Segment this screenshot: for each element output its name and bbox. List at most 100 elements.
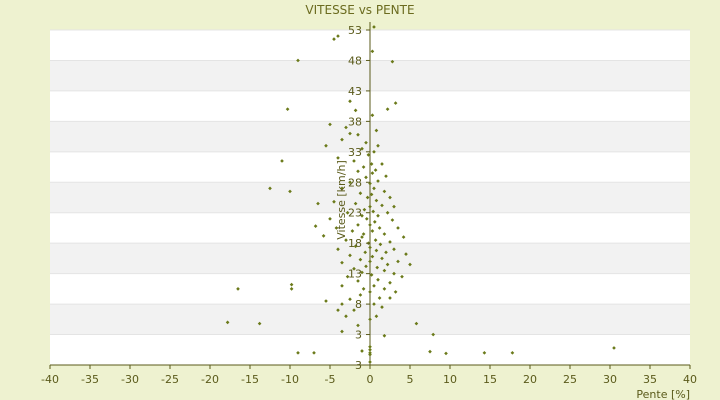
data-point [368, 352, 372, 357]
data-point [368, 223, 372, 227]
data-point [356, 132, 360, 137]
data-point [358, 293, 363, 297]
data-point [375, 265, 380, 270]
y-tick-label: 3 [355, 329, 362, 342]
data-point [324, 299, 328, 303]
data-point [374, 248, 379, 253]
data-point [385, 107, 390, 112]
data-point [280, 159, 284, 163]
data-point [345, 210, 350, 215]
data-point [374, 128, 379, 133]
data-point [368, 317, 372, 322]
data-point [382, 333, 387, 338]
data-point [368, 204, 372, 209]
data-point [348, 180, 352, 185]
data-point [365, 195, 370, 200]
x-tick-label: 5 [407, 373, 414, 386]
x-tick-label: 30 [603, 373, 617, 386]
data-point [312, 350, 316, 355]
data-point [363, 250, 368, 255]
data-point [374, 198, 379, 203]
data-point [289, 287, 294, 291]
data-point [400, 274, 404, 279]
data-point [356, 323, 360, 328]
data-point [368, 344, 372, 349]
x-tick-label: -35 [81, 373, 99, 386]
data-point [353, 244, 358, 249]
data-point [392, 204, 396, 209]
data-point [336, 247, 340, 252]
data-point [369, 273, 374, 277]
x-tick-label: -10 [281, 373, 299, 386]
data-point [268, 186, 272, 191]
data-point [380, 162, 384, 166]
data-point [352, 308, 356, 313]
data-point [396, 226, 400, 230]
data-point [431, 332, 436, 337]
data-point [385, 262, 390, 267]
data-point [360, 146, 364, 151]
data-point [392, 247, 396, 252]
data-point [353, 201, 358, 206]
data-point [364, 264, 368, 269]
data-point [324, 143, 328, 148]
x-tick-label: -30 [121, 373, 139, 386]
y-tick-label: 13 [348, 268, 362, 281]
data-point [370, 229, 375, 233]
data-point [348, 131, 352, 136]
x-tick-label: 40 [683, 373, 697, 386]
data-point [388, 195, 392, 200]
y-tick-label: 53 [348, 24, 362, 37]
data-point [358, 257, 363, 262]
data-point [372, 186, 376, 191]
x-tick-label: -5 [325, 373, 336, 386]
data-point [364, 140, 368, 145]
data-point [356, 169, 360, 174]
data-point [444, 351, 448, 356]
x-tick-label: -20 [201, 373, 219, 386]
data-point [382, 268, 387, 273]
x-tick-label: -40 [41, 373, 59, 386]
data-point [372, 283, 376, 288]
data-point [361, 165, 366, 169]
y-tick-label: 23 [348, 207, 362, 220]
data-point [361, 232, 366, 236]
data-point [348, 253, 352, 258]
data-point [340, 137, 344, 142]
data-point [360, 213, 364, 218]
data-point [370, 113, 375, 118]
x-tick-label: 0 [367, 373, 374, 386]
x-tick-labels: -40 -35 -30 -25 -20 -15 -10 -5 0 5 10 15 20 25 30 35 40 [41, 373, 697, 386]
data-point [382, 287, 387, 291]
data-point [376, 213, 380, 218]
data-point [482, 350, 487, 355]
x-axis-label: Pente [%] [636, 388, 690, 400]
data-point [376, 179, 380, 183]
data-point [388, 280, 392, 285]
data-point [336, 308, 340, 313]
y-tick-label: 38 [348, 115, 362, 128]
data-point [236, 287, 240, 291]
data-point [340, 302, 344, 306]
data-point [393, 101, 398, 105]
data-point [332, 199, 336, 204]
data-point [373, 168, 378, 172]
data-point [364, 216, 369, 221]
data-point [370, 254, 375, 259]
data-point [404, 252, 408, 256]
data-point [368, 259, 372, 264]
data-point [313, 224, 318, 228]
data-point [396, 259, 400, 264]
data-point [393, 290, 398, 294]
data-point [288, 189, 292, 194]
y-tick-label: 18 [348, 237, 362, 250]
x-tick-label: 20 [523, 373, 537, 386]
data-point [366, 153, 371, 157]
data-point [368, 347, 372, 352]
data-point [340, 260, 344, 265]
data-point [368, 245, 372, 250]
data-point [344, 238, 348, 242]
data-point [414, 321, 419, 326]
data-point [510, 350, 515, 355]
y-tick-label: 8 [355, 298, 362, 311]
